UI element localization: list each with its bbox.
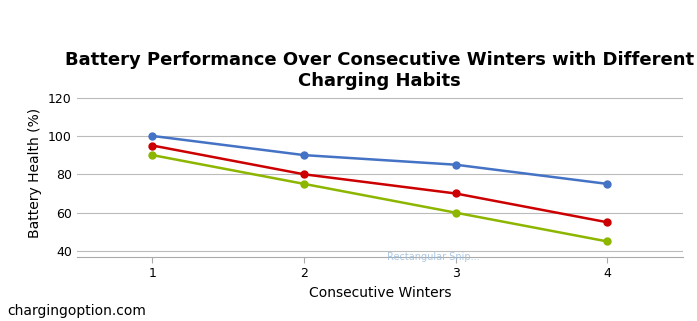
Extended Charging [300, 182, 308, 186]
Continuous Trickle [300, 172, 308, 176]
Title: Battery Performance Over Consecutive Winters with Different
Charging Habits: Battery Performance Over Consecutive Win… [66, 51, 694, 90]
Extended Charging [452, 211, 460, 215]
X-axis label: Consecutive Winters: Consecutive Winters [309, 286, 451, 300]
Continuous Trickle [148, 143, 157, 147]
Regular Charging [148, 134, 157, 138]
Extended Charging [148, 153, 157, 157]
Regular Charging [603, 182, 611, 186]
Continuous Trickle [452, 192, 460, 195]
Extended Charging [603, 239, 611, 243]
Regular Charging [452, 163, 460, 167]
Line: Continuous Trickle: Continuous Trickle [149, 142, 611, 226]
Text: Rectangular Snip...: Rectangular Snip... [388, 252, 480, 262]
Line: Regular Charging: Regular Charging [149, 133, 611, 187]
Line: Extended Charging: Extended Charging [149, 152, 611, 245]
Regular Charging [300, 153, 308, 157]
Text: chargingoption.com: chargingoption.com [7, 304, 146, 318]
Continuous Trickle [603, 220, 611, 224]
Y-axis label: Battery Health (%): Battery Health (%) [29, 108, 43, 239]
